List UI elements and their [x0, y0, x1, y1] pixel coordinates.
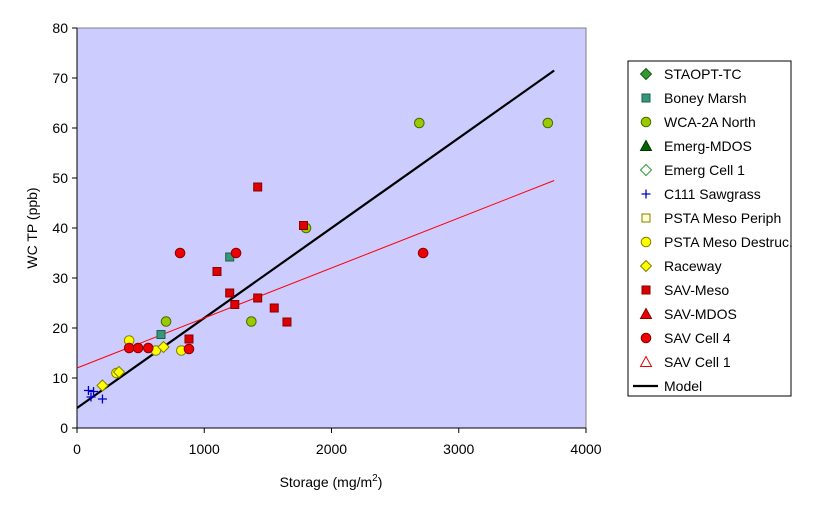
legend-box: [627, 60, 792, 397]
data-point-raceway: [112, 365, 126, 379]
legend-marker-wca-2a-north: [640, 116, 652, 128]
legend-marker-emerg-mdos: [639, 139, 653, 151]
legend-marker-emerg-cell-1: [639, 163, 653, 177]
x-axis-title: Storage (mg/m2): [280, 473, 383, 490]
x-tick-label: 3000: [443, 441, 474, 457]
legend-label-emerg-cell-1: Emerg Cell 1: [664, 162, 745, 178]
x-tick-label: 2000: [316, 441, 347, 457]
legend-marker-boney-marsh: [641, 93, 651, 103]
y-tick-label: 20: [52, 320, 68, 336]
data-point-sav-meso: [269, 303, 279, 313]
data-point-sav-cell-4: [174, 247, 186, 259]
data-point-sav-meso: [253, 182, 263, 192]
data-point-sav-cell-4: [142, 342, 154, 354]
legend-marker-sav-cell-4: [640, 332, 652, 344]
x-tick-label: 1000: [189, 441, 220, 457]
data-point-wca-2a-north: [414, 117, 425, 129]
legend-label-model: Model: [664, 378, 702, 394]
x-tick-label: 0: [73, 441, 81, 457]
legend-marker-sav-cell-1: [639, 355, 653, 367]
y-tick-label: 40: [52, 220, 68, 236]
data-point-sav-cell-4: [123, 342, 135, 354]
data-point-wca-2a-north: [246, 316, 257, 327]
y-axis-title: WC TP (ppb): [24, 187, 40, 268]
data-point-sav-meso: [282, 317, 292, 327]
x-axis-title-text: Storage (mg/m: [280, 474, 373, 490]
data-point-sav-meso: [253, 293, 263, 303]
data-point-boney-marsh: [156, 330, 166, 339]
legend-label-sav-meso: SAV-Meso: [664, 282, 729, 298]
data-point-raceway: [96, 379, 109, 392]
legend-marker-staopt-tc: [639, 67, 653, 81]
y-tick-label: 80: [52, 20, 68, 36]
legend-marker-sav-mdos: [639, 307, 653, 319]
legend-label-psta-meso-periph: PSTA Meso Periph: [664, 210, 781, 226]
x-tick-label: 4000: [570, 441, 601, 457]
y-tick-label: 50: [52, 170, 68, 186]
data-point-sav-meso: [184, 334, 194, 344]
data-markers: [83, 117, 554, 404]
legend-marker-sav-meso: [641, 285, 651, 295]
data-point-wca-2a-north: [160, 316, 172, 327]
y-tick-label: 0: [60, 420, 68, 436]
legend-marker-c111-sawgrass: [641, 189, 651, 199]
legend-label-boney-marsh: Boney Marsh: [664, 90, 746, 106]
data-point-sav-meso: [212, 267, 222, 276]
legend-label-wca-2a-north: WCA-2A North: [664, 114, 756, 130]
axes: 0 10 20 30 40 50 60 70 80 0 1000 2000 3000 4000: [52, 20, 601, 457]
y-tick-label: 10: [52, 370, 68, 386]
legend-label-sav-mdos: SAV-MDOS: [664, 306, 737, 322]
legend-marker-psta-meso-destruc: [640, 236, 652, 248]
data-point-c111-sawgrass: [83, 386, 93, 395]
legend-label-raceway: Raceway: [664, 258, 722, 274]
data-point-sav-cell-4: [417, 247, 429, 259]
data-point-c111-sawgrass: [89, 387, 99, 396]
y-tick-label: 70: [52, 70, 68, 86]
legend-label-psta-meso-destruc: PSTA Meso Destruc.: [664, 234, 793, 250]
legend-label-emerg-mdos: Emerg-MDOS: [664, 138, 752, 154]
data-point-sav-meso: [230, 300, 240, 309]
legend-label-c111-sawgrass: C111 Sawgrass: [664, 186, 761, 202]
legend-label-sav-cell-1: SAV Cell 1: [664, 354, 731, 370]
legend-label-sav-cell-4: SAV Cell 4: [664, 330, 731, 346]
data-point-c111-sawgrass: [86, 392, 96, 402]
data-point-sav-meso: [299, 221, 309, 230]
legend: STAOPT-TC Boney Marsh WCA-2A North Emerg-MD…: [627, 60, 793, 397]
y-tick-label: 30: [52, 270, 68, 286]
legend-label-staopt-tc: STAOPT-TC: [664, 66, 742, 82]
data-point-c111-sawgrass: [97, 394, 107, 404]
data-point-sav-cell-4: [230, 247, 242, 259]
data-point-wca-2a-north: [542, 117, 554, 129]
data-point-raceway: [157, 340, 170, 354]
x-axis-title-superscript: 2: [372, 473, 378, 484]
y-tick-label: 60: [52, 120, 68, 136]
x-axis-title-tail: ): [378, 474, 383, 490]
data-point-sav-cell-4: [183, 343, 195, 355]
legend-marker-psta-meso-periph: [641, 213, 651, 223]
data-point-sav-meso: [225, 288, 235, 298]
legend-marker-raceway: [639, 259, 653, 273]
data-point-sav-cell-4: [132, 342, 144, 354]
